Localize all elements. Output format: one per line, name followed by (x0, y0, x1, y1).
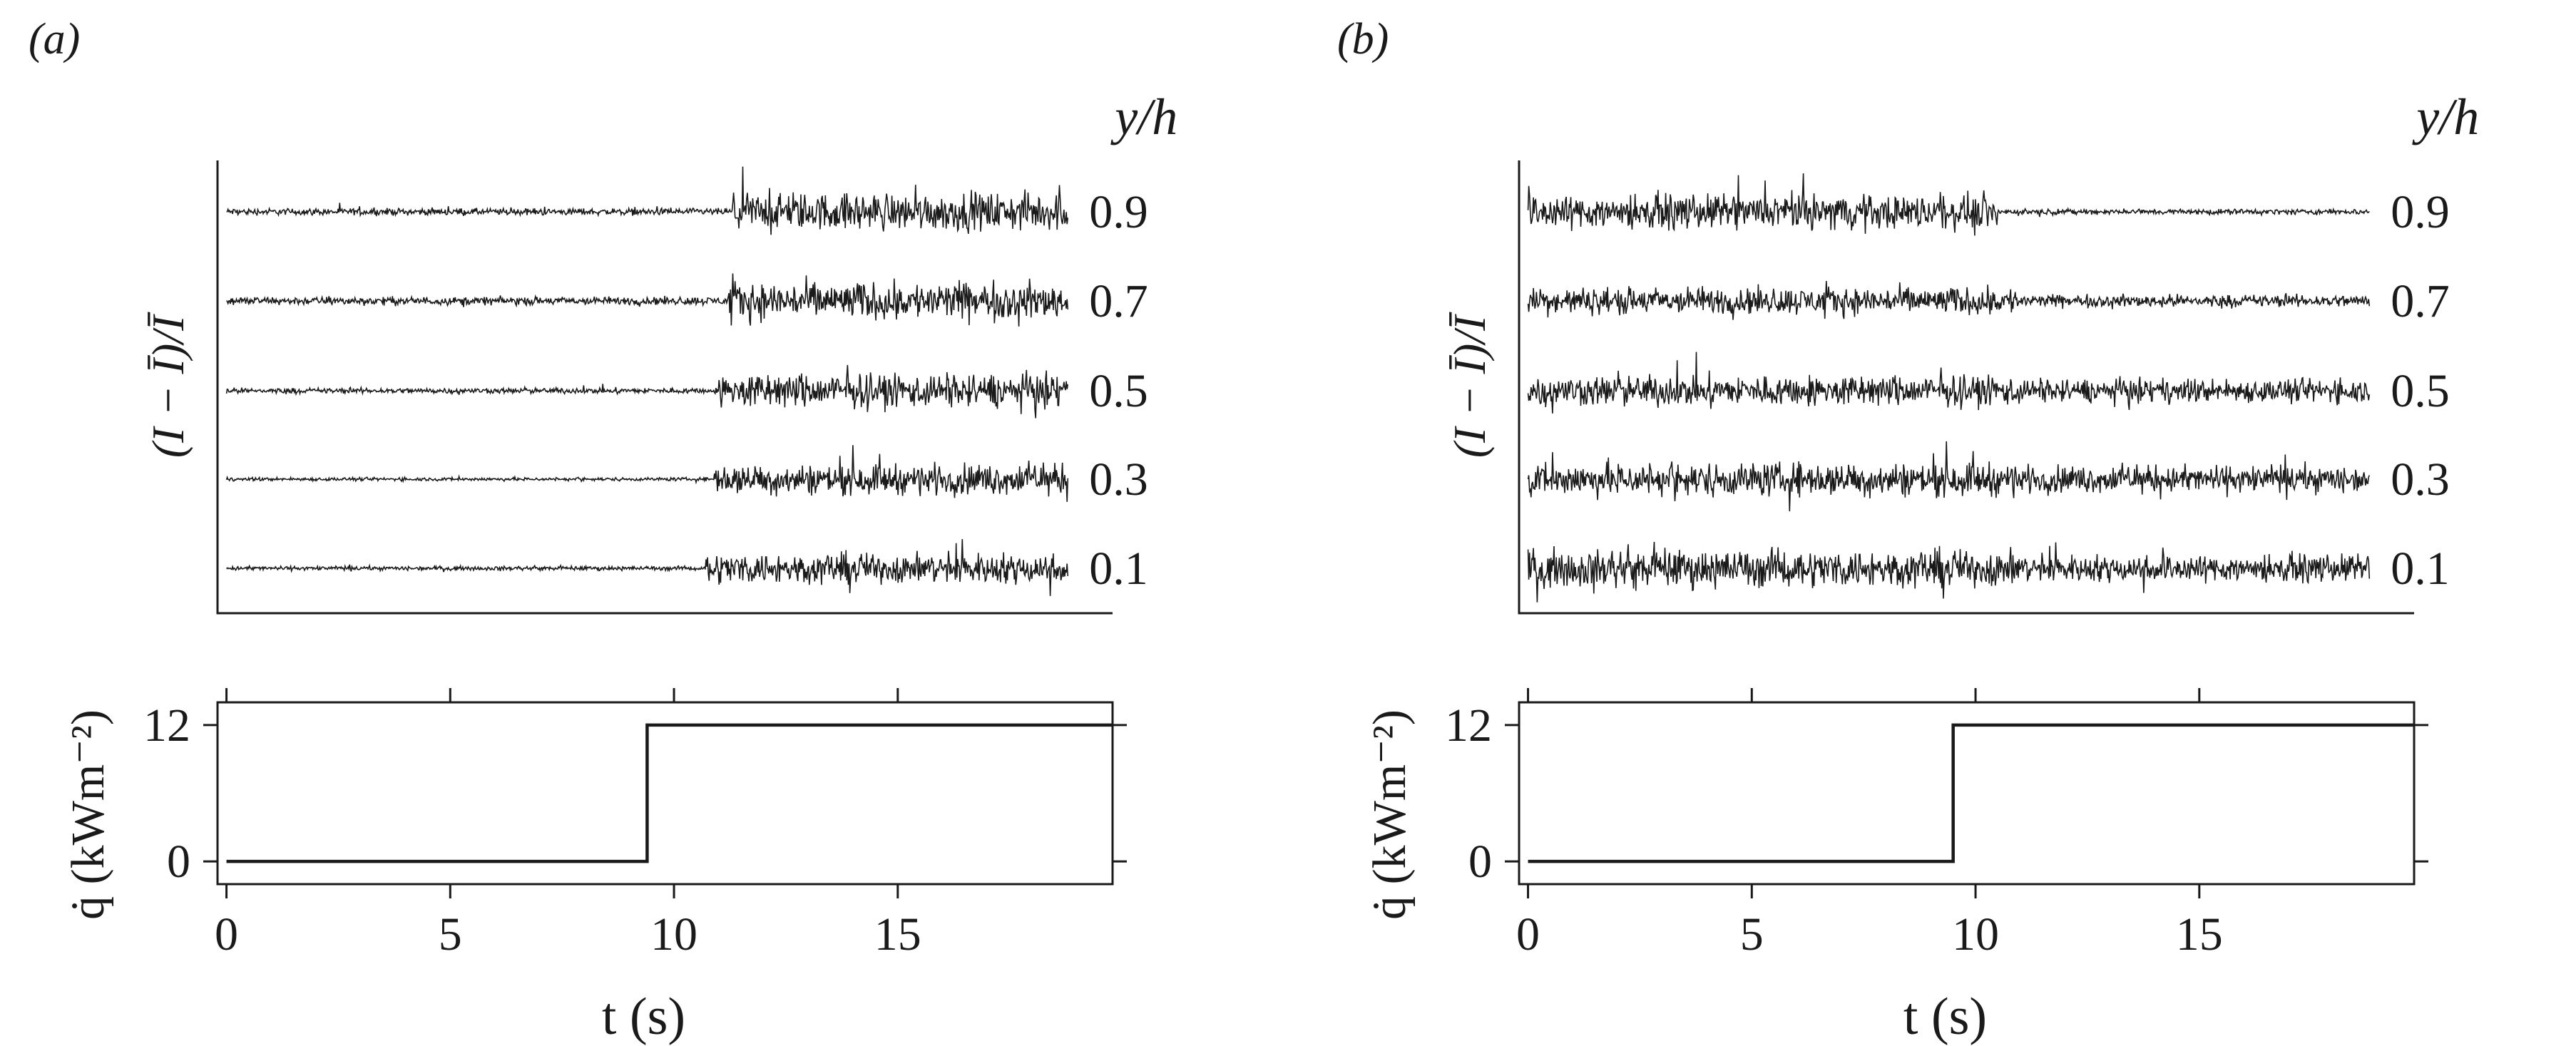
trace-series-0.5 (225, 364, 1069, 419)
trace-series-0.9 (1527, 173, 2370, 236)
panel-label: (a) (29, 15, 80, 63)
trace-series-0.3 (225, 445, 1069, 502)
heat-flux-ylabel: q̇ (kWm⁻²) (62, 709, 114, 920)
trace-series-0.3 (1527, 441, 2371, 512)
trace-axes (216, 160, 1113, 615)
x-tick-label-5: 5 (1740, 908, 1764, 960)
level-label-0.5: 0.5 (1089, 365, 1148, 417)
level-header: y/h (1110, 88, 1177, 145)
panel-label: (b) (1337, 15, 1389, 63)
y-tick-label-12: 12 (143, 699, 190, 752)
level-label-0.7: 0.7 (1089, 275, 1148, 327)
panel-a: (a) (I − Ī)/Ī y/h 0.9 0.7 0.5 0.3 0.1 0 5 10 15 0 12 t… (29, 15, 1177, 1046)
trace-series-0.9 (226, 166, 1069, 235)
x-tick-label-15: 15 (2176, 908, 2223, 960)
x-tick-label-0: 0 (1516, 908, 1540, 960)
heat-flux-xlabel: t (s) (602, 988, 685, 1046)
level-label-0.7: 0.7 (2391, 275, 2450, 327)
y-tick-label-0: 0 (167, 836, 190, 888)
heat-flux-frame (216, 701, 1114, 886)
heat-flux-step-line (226, 723, 1113, 863)
heat-flux-step-line (1528, 723, 2414, 863)
x-tick-label-5: 5 (439, 908, 462, 960)
trace-series-0.1 (225, 539, 1069, 596)
level-label-0.9: 0.9 (1089, 186, 1148, 238)
level-label-0.3: 0.3 (2391, 453, 2450, 506)
heat-flux-frame (1518, 701, 2416, 886)
x-tick-label-15: 15 (874, 908, 921, 960)
level-label-0.1: 0.1 (1089, 543, 1148, 595)
heat-flux-xlabel: t (s) (1903, 988, 1987, 1046)
trace-axes (1518, 160, 2414, 615)
trace-series-0.7 (1527, 280, 2371, 320)
trace-ylabel: (I − Ī)/Ī (1444, 312, 1495, 458)
trace-series-0.5 (1527, 352, 2371, 414)
y-tick-label-0: 0 (1468, 836, 1492, 888)
level-label-0.5: 0.5 (2391, 365, 2450, 417)
level-label-0.1: 0.1 (2391, 543, 2450, 595)
level-label-0.9: 0.9 (2391, 186, 2450, 238)
trace-series-0.1 (1527, 541, 2371, 603)
panel-b: (b) (I − Ī)/Ī y/h 0.9 0.7 0.5 0.3 0.1 0 5 10 15 0 12 t… (1337, 15, 2479, 1046)
level-label-0.3: 0.3 (1089, 453, 1148, 506)
heat-flux-ylabel: q̇ (kWm⁻²) (1364, 709, 1416, 920)
level-header: y/h (2411, 88, 2479, 145)
y-tick-label-12: 12 (1445, 699, 1492, 752)
x-tick-label-0: 0 (215, 908, 238, 960)
trace-series-0.7 (225, 273, 1069, 327)
x-tick-label-10: 10 (650, 908, 697, 960)
x-tick-label-10: 10 (1952, 908, 1999, 960)
trace-ylabel: (I − Ī)/Ī (143, 312, 193, 458)
